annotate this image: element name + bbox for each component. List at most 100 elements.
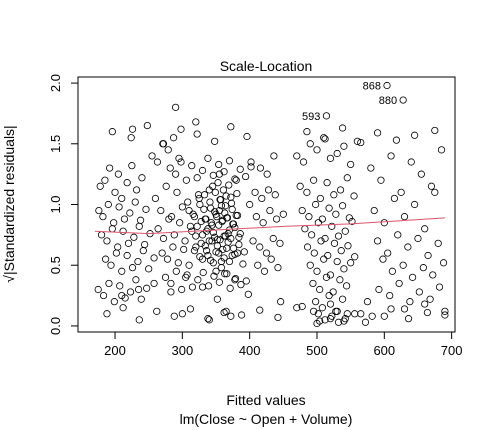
data-point [193,222,201,230]
data-point [326,154,335,162]
data-point [132,186,141,194]
data-point [99,291,108,300]
data-point [105,279,113,288]
data-point [326,271,335,279]
data-point [419,264,427,272]
data-point [107,261,115,269]
data-point [208,237,216,245]
data-point [243,132,251,141]
data-point [99,213,107,221]
data-point [318,215,326,223]
data-point [188,283,197,291]
data-point [96,182,104,190]
data-point [178,285,186,294]
data-point [112,249,120,257]
data-point [225,257,234,266]
data-point [195,194,203,203]
data-point [298,206,306,215]
data-point [225,157,234,165]
data-point [387,152,395,160]
x-axis: 200 300 400 500 600 700 [104,331,462,358]
data-point [333,307,341,315]
data-point [326,300,335,308]
data-point [188,162,196,170]
data-point [343,310,351,318]
data-point [206,198,214,206]
data-point [126,209,134,217]
y-axis: 0.0 0.5 1.0 1.5 2.0 [48,74,79,335]
data-point [277,298,285,306]
data-point [143,284,151,292]
data-point [118,291,126,300]
data-point [231,276,239,284]
data-point [192,118,200,126]
data-point [159,234,168,243]
data-point [145,265,153,273]
data-point [325,291,333,300]
data-point [172,267,180,275]
data-point [118,194,126,203]
data-point [190,213,199,221]
data-point [256,243,264,251]
data-point [185,261,193,269]
data-point [138,174,146,182]
data-point [214,179,222,187]
data-point [303,243,312,251]
data-point [153,307,161,315]
y-axis-label: √|Standardized residuals| [1,125,17,282]
data-point [299,158,308,166]
data-point [132,276,140,284]
data-point [227,234,235,243]
data-point [267,255,275,263]
data-point [110,298,118,306]
data-point [127,134,135,142]
data-point [437,146,446,154]
data-point [340,317,348,325]
data-point [239,260,247,268]
data-point [207,219,215,227]
data-point [314,219,322,227]
data-point [204,154,212,162]
data-point [227,123,235,131]
data-point [431,126,439,135]
data-point [211,188,219,196]
data-point [176,219,184,227]
data-point [128,162,136,170]
data-point [421,300,429,308]
data-point [316,285,324,294]
data-point [387,305,395,313]
data-point [321,234,329,243]
data-point [215,278,223,286]
data-point [258,194,266,203]
data-point [236,165,244,173]
data-point [361,318,370,326]
data-point [192,243,200,251]
data-point [231,274,240,283]
data-point [271,191,279,199]
data-point [306,140,314,148]
data-point [348,217,356,226]
data-point [204,225,212,233]
data-point [170,312,178,320]
data-point [215,170,223,178]
data-point [180,245,188,254]
data-point [202,247,211,255]
data-point [143,121,151,130]
data-point [318,304,326,312]
data-point [151,194,160,203]
data-point [159,140,168,148]
data-point [426,295,434,303]
data-point [199,268,207,277]
data-point [252,213,261,221]
data-point [326,315,335,323]
data-point [169,134,178,142]
data-point [441,307,449,315]
data-point [305,213,313,221]
data-point [266,206,274,215]
data-point [310,307,318,315]
smoother-line [94,217,445,235]
data-point [233,189,241,198]
data-point [217,264,225,272]
data-point [209,228,217,237]
data-point [406,298,414,306]
